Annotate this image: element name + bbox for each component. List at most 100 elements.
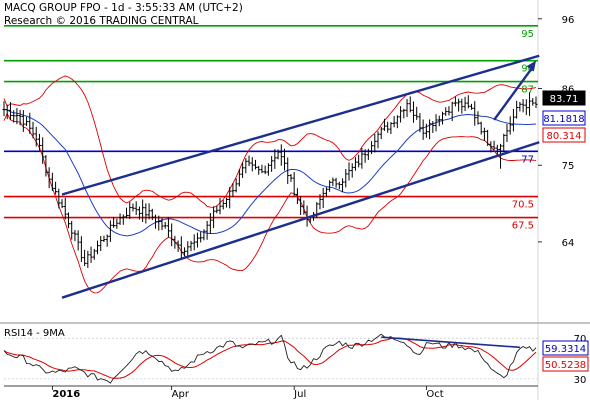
price-bar: [63, 197, 67, 220]
price-bar: [347, 162, 351, 181]
price-bar: [321, 187, 325, 208]
x-tick-label: Apr: [172, 389, 190, 400]
price-bar: [479, 121, 483, 135]
price-bar: [12, 110, 16, 123]
rsi-value-box-0: [542, 340, 589, 356]
level-label-4: 70.5: [512, 200, 534, 211]
price-bar: [115, 218, 119, 229]
price-bar: [482, 127, 486, 141]
y-tick-label: 86: [562, 85, 575, 96]
price-bar: [108, 220, 112, 242]
level-label-5: 67.5: [512, 221, 534, 232]
price-bar: [99, 236, 103, 251]
price-bar: [318, 194, 322, 210]
rsi-line: [3, 333, 537, 384]
price-bar: [202, 229, 206, 241]
price-bar: [50, 172, 54, 191]
price-bar: [37, 133, 41, 151]
price-bar: [402, 108, 406, 119]
price-bar: [411, 101, 415, 123]
price-value-label-black: 83.71: [550, 94, 579, 105]
price-bar: [192, 234, 196, 251]
price-value-label-blue: 81.1818: [543, 114, 584, 125]
price-bar: [244, 158, 248, 174]
price-bar: [399, 106, 403, 123]
price-bar: [208, 212, 212, 234]
y-tick-label: 64: [562, 238, 575, 249]
price-bar: [31, 121, 35, 139]
price-bar: [28, 112, 32, 134]
price-bar: [534, 96, 538, 109]
price-value-label-red: 80.314: [547, 131, 582, 142]
price-bar: [511, 108, 515, 132]
price-bar: [5, 104, 9, 120]
price-bar: [34, 126, 38, 147]
price-bar: [89, 246, 93, 263]
rsi-panel-title: RSI14 - 9MA: [4, 328, 65, 339]
price-bar: [334, 177, 338, 188]
price-bar: [286, 157, 290, 184]
price-bar: [134, 201, 138, 215]
price-bar: [54, 181, 58, 195]
price-bar: [350, 163, 354, 178]
forecast-arrow-head: [526, 60, 536, 72]
price-bar: [73, 229, 77, 242]
price-bar: [112, 217, 116, 228]
level-label-2: 87: [521, 85, 534, 96]
price-bar: [8, 102, 12, 121]
price-bar: [154, 214, 158, 229]
price-bar: [518, 101, 522, 112]
price-bar: [250, 157, 254, 172]
x-tick-label: 2016: [52, 389, 80, 400]
price-bar: [428, 119, 432, 140]
price-bar: [128, 202, 132, 220]
price-bar: [292, 172, 296, 197]
price-bar: [283, 148, 287, 171]
price-bar: [173, 235, 177, 249]
price-bar: [170, 223, 174, 247]
rsi-y-tick-label: 70: [574, 334, 587, 345]
price-bar: [270, 156, 274, 172]
price-bar: [195, 232, 199, 248]
price-bar: [505, 124, 509, 143]
price-bar: [186, 241, 190, 258]
price-bar: [405, 99, 409, 118]
price-value-box-blue: [542, 110, 586, 126]
price-bar: [263, 165, 267, 175]
price-bar: [373, 133, 377, 153]
price-bar: [276, 149, 280, 160]
rsi-y-tick-label: 30: [574, 375, 587, 386]
price-bar: [102, 235, 106, 243]
price-bar: [121, 214, 125, 225]
price-bar: [392, 116, 396, 128]
price-value-box-black: [542, 90, 586, 106]
price-bar: [83, 249, 87, 267]
price-bar: [131, 203, 135, 212]
price-bar: [147, 203, 151, 220]
price-bar: [18, 109, 22, 126]
price-bar: [434, 114, 438, 132]
price-bar: [150, 208, 154, 221]
price-bar: [137, 206, 141, 220]
price-bar: [57, 188, 61, 209]
price-bar: [528, 92, 532, 116]
price-bar: [228, 187, 232, 209]
price-bar: [266, 163, 270, 176]
price-bar: [157, 215, 161, 231]
price-bar: [231, 182, 235, 198]
chart-copyright: Research © 2016 TRADING CENTRAL: [4, 15, 199, 27]
price-bar: [486, 129, 490, 146]
rsi-value-label-1: 50.5238: [545, 360, 586, 371]
price-bar: [86, 250, 90, 268]
price-bar: [2, 101, 6, 117]
price-bar: [415, 106, 419, 120]
price-bar: [47, 167, 51, 189]
price-bar: [199, 231, 203, 243]
price-bar: [247, 155, 251, 167]
price-bar: [189, 240, 193, 252]
price-bar: [166, 217, 170, 238]
price-bar: [331, 177, 335, 187]
price-bar: [279, 144, 283, 166]
rsi-trendline: [381, 336, 520, 349]
